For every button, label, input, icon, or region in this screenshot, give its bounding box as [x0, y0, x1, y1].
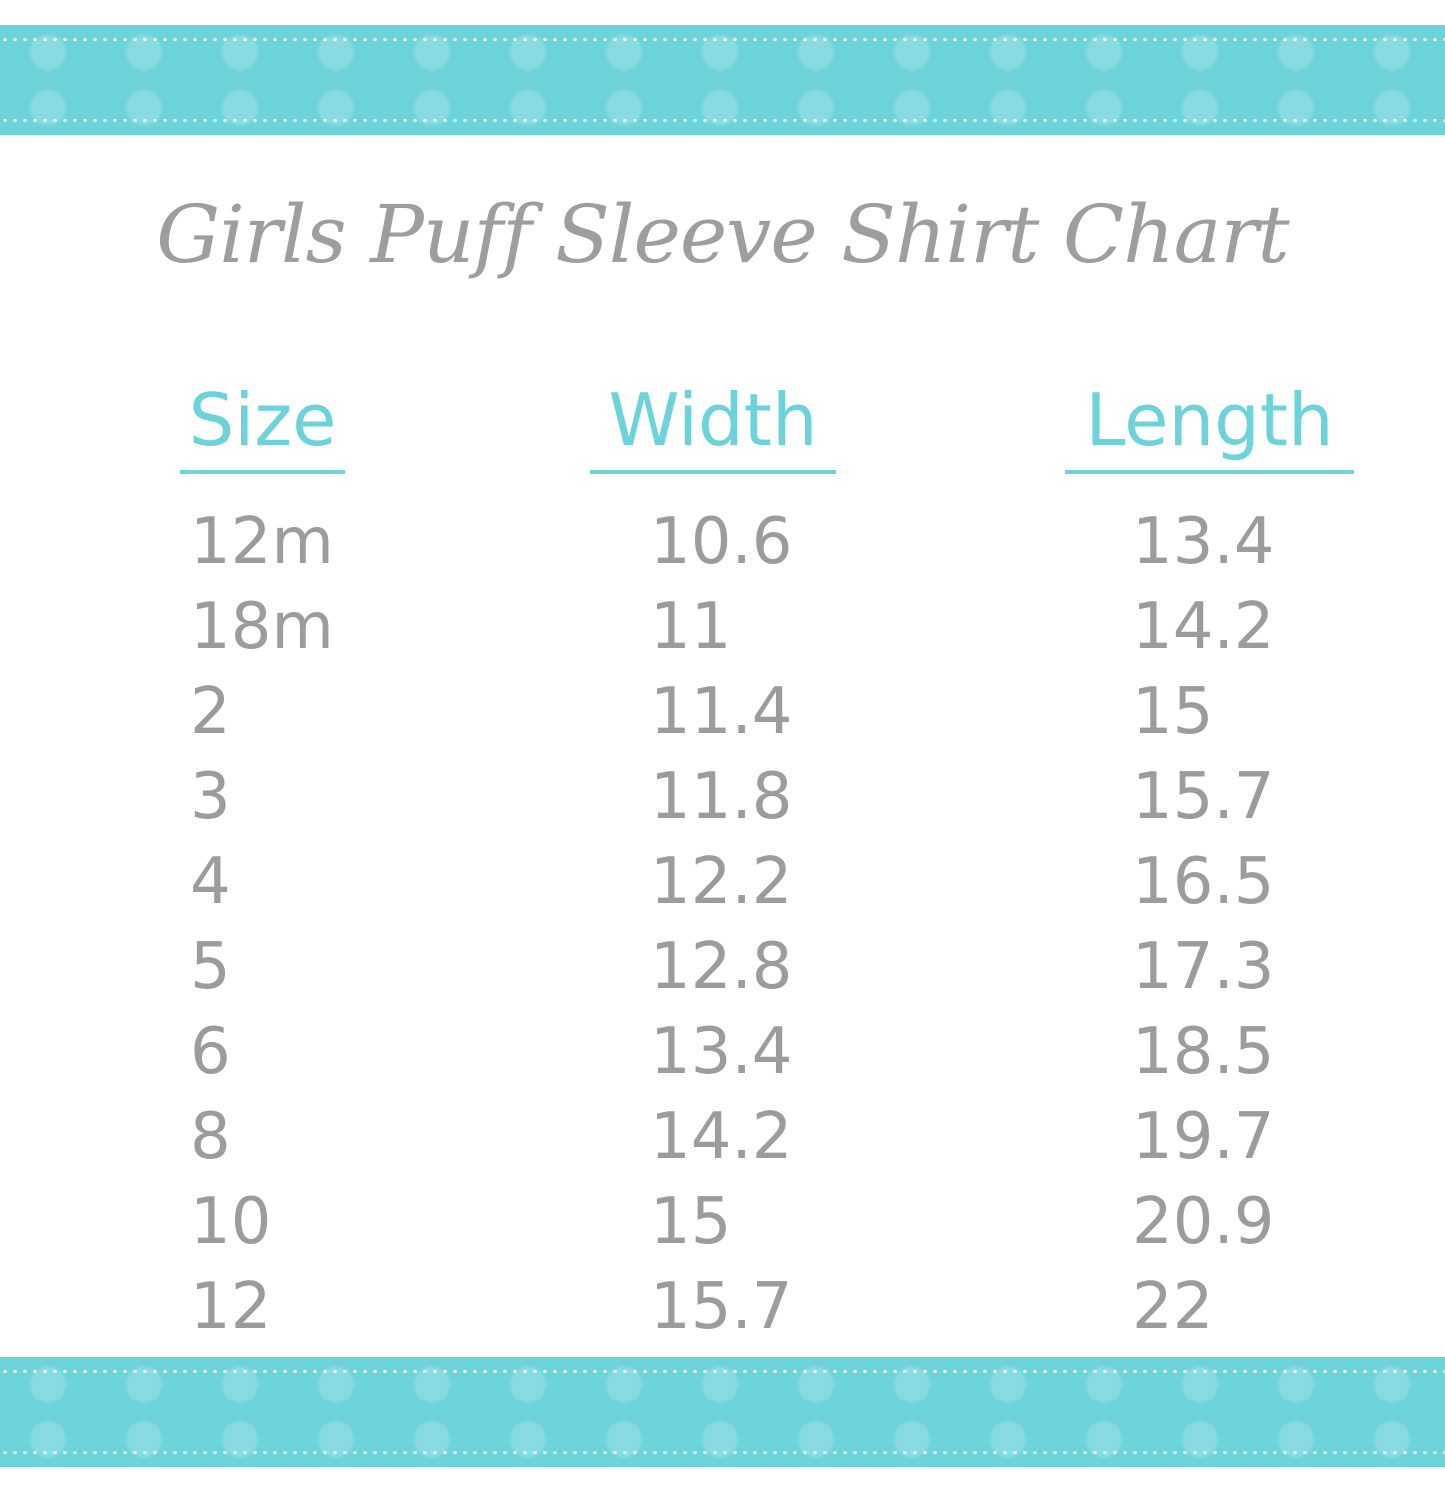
bottom-decorative-banner: [0, 1357, 1445, 1467]
width-cell: 14.2: [650, 1100, 793, 1174]
header-width: Width: [590, 378, 836, 474]
length-column: 13.4 14.2 15 15.7 16.5 17.3 18.5 19.7 20.9 22: [1132, 500, 1275, 1350]
size-cell: 2: [190, 675, 231, 749]
length-cell: 16.5: [1132, 845, 1275, 919]
width-cell: 11.8: [650, 760, 793, 834]
header-length: Length: [1065, 378, 1354, 474]
size-cell: 5: [190, 930, 231, 1004]
width-cell: 11: [650, 590, 732, 664]
length-cell: 20.9: [1132, 1185, 1275, 1259]
length-cell: 19.7: [1132, 1100, 1275, 1174]
header-size: Size: [180, 378, 345, 474]
size-cell: 12m: [190, 505, 334, 579]
size-cell: 8: [190, 1100, 231, 1174]
width-cell: 11.4: [650, 675, 793, 749]
size-cell: 12: [190, 1270, 272, 1344]
length-cell: 17.3: [1132, 930, 1275, 1004]
chart-title: Girls Puff Sleeve Shirt Chart: [156, 188, 1289, 281]
size-cell: 3: [190, 760, 231, 834]
size-cell: 4: [190, 845, 231, 919]
length-cell: 15: [1132, 675, 1214, 749]
width-cell: 12.2: [650, 845, 793, 919]
top-decorative-banner: [0, 25, 1445, 135]
size-column: 12m 18m 2 3 4 5 6 8 10 12: [190, 500, 334, 1350]
size-cell: 6: [190, 1015, 231, 1089]
width-column: 10.6 11 11.4 11.8 12.2 12.8 13.4 14.2 15 15.7: [650, 500, 793, 1350]
length-cell: 14.2: [1132, 590, 1275, 664]
width-cell: 15: [650, 1185, 732, 1259]
size-cell: 18m: [190, 590, 334, 664]
width-cell: 15.7: [650, 1270, 793, 1344]
width-cell: 12.8: [650, 930, 793, 1004]
width-cell: 13.4: [650, 1015, 793, 1089]
width-cell: 10.6: [650, 505, 793, 579]
length-cell: 22: [1132, 1270, 1214, 1344]
length-cell: 18.5: [1132, 1015, 1275, 1089]
size-cell: 10: [190, 1185, 272, 1259]
length-cell: 15.7: [1132, 760, 1275, 834]
length-cell: 13.4: [1132, 505, 1275, 579]
